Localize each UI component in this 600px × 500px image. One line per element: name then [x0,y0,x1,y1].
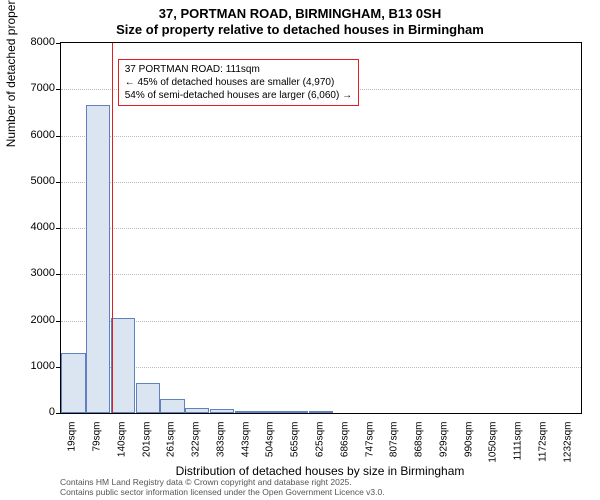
chart-title-line2: Size of property relative to detached ho… [0,22,600,37]
gridline [61,367,581,368]
ytick-label: 1000 [15,360,55,372]
xtick-label: 807sqm [389,422,400,472]
footer-line2: Contains public sector information licen… [60,488,385,498]
xtick-label: 625sqm [315,422,326,472]
annotation-line3: 54% of semi-detached houses are larger (… [125,89,352,102]
xtick-label: 201sqm [141,422,152,472]
xtick-label: 1050sqm [488,422,499,472]
plot-area: 37 PORTMAN ROAD: 111sqm← 45% of detached… [60,42,582,414]
histogram-bar [309,411,333,413]
histogram-bar [284,411,308,413]
xtick-label: 868sqm [414,422,425,472]
xtick-label: 1232sqm [562,422,573,472]
histogram-bar [61,353,85,413]
xtick-label: 929sqm [438,422,449,472]
y-axis-label: Number of detached properties [4,0,18,147]
gridline [61,228,581,229]
histogram-bar [185,408,209,413]
xtick-label: 443sqm [240,422,251,472]
xtick-label: 504sqm [265,422,276,472]
gridline [61,274,581,275]
histogram-bar [111,318,135,413]
xtick-label: 686sqm [339,422,350,472]
xtick-label: 990sqm [463,422,474,472]
ytick-label: 7000 [15,82,55,94]
ytick-label: 3000 [15,267,55,279]
ytick-mark [56,89,61,90]
xtick-label: 747sqm [364,422,375,472]
annotation-box: 37 PORTMAN ROAD: 111sqm← 45% of detached… [118,59,359,106]
xtick-label: 565sqm [290,422,301,472]
histogram-bar [86,105,110,413]
histogram-bar [160,399,184,413]
ytick-mark [56,182,61,183]
histogram-bar [259,411,283,413]
ytick-mark [56,136,61,137]
histogram-bar [210,409,234,413]
xtick-label: 1111sqm [513,422,524,472]
ytick-label: 8000 [15,36,55,48]
xtick-label: 19sqm [67,422,78,472]
chart-title-line1: 37, PORTMAN ROAD, BIRMINGHAM, B13 0SH [0,6,600,21]
ytick-label: 4000 [15,221,55,233]
ytick-mark [56,274,61,275]
xtick-label: 140sqm [116,422,127,472]
gridline [61,136,581,137]
property-marker-line [112,43,113,413]
xtick-label: 1172sqm [537,422,548,472]
ytick-label: 5000 [15,175,55,187]
annotation-line1: 37 PORTMAN ROAD: 111sqm [125,63,352,76]
ytick-mark [56,321,61,322]
ytick-mark [56,43,61,44]
xtick-label: 79sqm [92,422,103,472]
chart-container: 37, PORTMAN ROAD, BIRMINGHAM, B13 0SH Si… [0,0,600,500]
xtick-label: 383sqm [215,422,226,472]
annotation-line2: ← 45% of detached houses are smaller (4,… [125,76,352,89]
ytick-label: 2000 [15,314,55,326]
histogram-bar [136,383,160,413]
ytick-mark [56,228,61,229]
ytick-label: 0 [15,406,55,418]
xtick-label: 261sqm [166,422,177,472]
xtick-label: 322sqm [191,422,202,472]
footer-credits: Contains HM Land Registry data © Crown c… [60,478,385,498]
histogram-bar [235,411,259,413]
gridline [61,321,581,322]
ytick-mark [56,413,61,414]
gridline [61,182,581,183]
ytick-label: 6000 [15,129,55,141]
